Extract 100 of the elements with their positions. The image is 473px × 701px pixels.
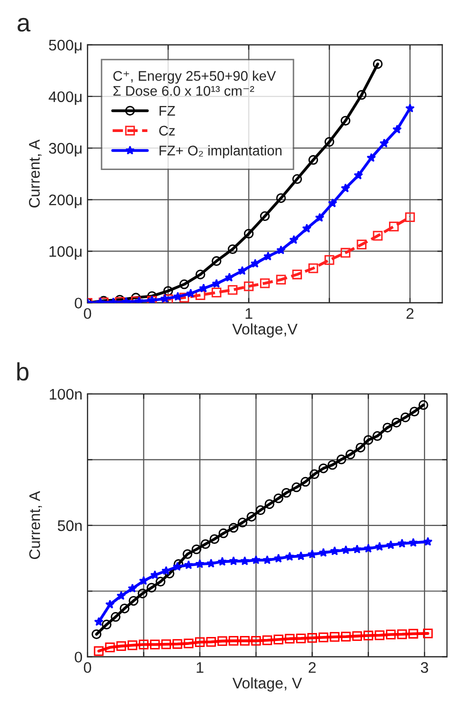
point [244,228,254,239]
point [324,137,334,147]
point [182,549,192,559]
point [310,469,320,479]
point [307,633,318,643]
point [296,634,306,644]
point [116,590,126,600]
x-tick-label: 0 [84,308,92,319]
point [218,556,227,566]
point [276,274,286,284]
chart-title: b [17,362,28,381]
point [212,278,222,288]
point [212,288,222,298]
point [352,544,362,554]
point [308,263,318,274]
point [423,628,433,638]
point [198,284,208,292]
point [192,544,202,554]
point [240,556,250,566]
point [200,539,210,549]
point [363,630,374,640]
point [423,536,433,546]
point [292,174,302,184]
x-tick-label: 1 [196,662,204,673]
point [228,522,238,533]
point [212,256,222,266]
point [354,170,364,180]
point [184,560,194,570]
point [251,636,261,646]
point [356,442,366,452]
point [324,255,334,265]
point [363,435,374,445]
point [374,630,384,640]
point [392,418,402,428]
point [161,639,172,650]
y-tick-label: 50n [58,520,82,532]
point [134,296,144,303]
point [179,292,190,303]
legend-title: C⁺, Energy 25+50+90 keV Σ Dose 6.0 x 10¹³ cm⁻² [113,70,276,96]
point [405,212,415,222]
x-tick-label: 1 [246,308,252,319]
point [228,244,238,254]
point [194,637,205,647]
y-tick-label: 500μ [48,40,82,54]
point [163,286,173,296]
point [240,636,250,646]
x-tick-label: 2 [406,308,414,319]
point [397,538,407,548]
point [308,549,317,558]
point [110,612,120,622]
point [146,582,156,593]
point [276,193,286,203]
point [281,488,292,498]
point [256,505,266,516]
point [186,288,196,298]
point [274,634,284,644]
point [105,642,115,652]
point [263,252,273,260]
point [341,632,351,642]
y-tick-label: 200μ [49,194,82,208]
point [289,235,299,244]
point [94,646,104,656]
point [196,270,206,280]
point [330,546,340,556]
point [318,548,328,557]
point [372,59,383,69]
point [238,518,248,528]
point [246,512,256,522]
point [356,90,366,100]
point [340,248,350,258]
point [382,422,392,432]
point [346,450,356,460]
legend-label: FZ+ O₂ implantation [160,145,282,158]
point [156,576,166,587]
point [285,552,294,561]
point [210,534,220,544]
point [328,198,338,208]
point [238,266,247,275]
point [262,635,272,646]
point [138,640,149,650]
y-tick-label: 100n [50,388,82,400]
point [217,636,228,646]
point [251,555,261,564]
point [196,290,206,300]
x-tick-label: 0 [84,662,92,673]
point [228,285,238,295]
point [372,431,382,441]
y-tick-label: 100μ [50,246,82,260]
point [397,629,407,640]
point [356,240,366,250]
point [150,640,160,650]
point [330,632,340,642]
point [386,630,396,640]
point [274,554,284,563]
x-tick-label: 2 [308,662,316,673]
point [340,116,350,126]
point [128,584,138,593]
point [284,634,295,644]
point [138,588,148,598]
point [172,562,182,571]
